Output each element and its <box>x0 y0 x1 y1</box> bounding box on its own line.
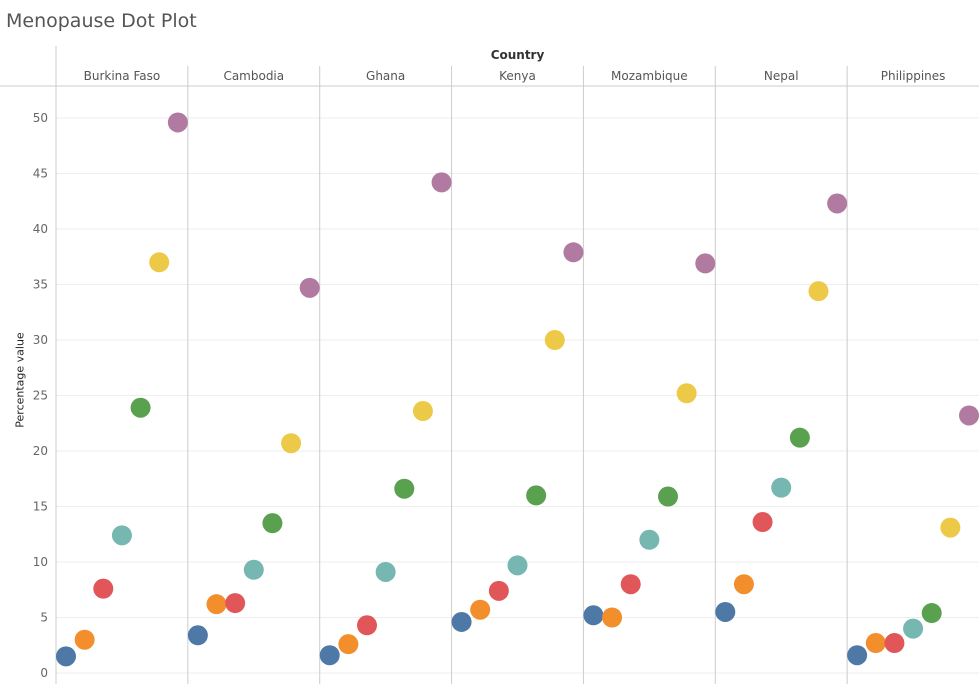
data-point <box>507 555 528 576</box>
data-point <box>74 629 95 650</box>
data-point <box>733 574 754 595</box>
data-point <box>488 580 509 601</box>
data-point <box>338 634 359 655</box>
data-point <box>676 383 697 404</box>
data-point <box>431 172 452 193</box>
y-tick-label: 40 <box>33 222 48 236</box>
country-label: Burkina Faso <box>84 69 161 83</box>
data-point <box>865 633 886 654</box>
country-label: Philippines <box>881 69 946 83</box>
data-point <box>375 561 396 582</box>
data-point <box>470 599 491 620</box>
data-point <box>771 477 792 498</box>
data-point <box>959 405 979 426</box>
data-point <box>394 478 415 499</box>
y-tick-label: 10 <box>33 555 48 569</box>
column-header: Country <box>490 48 545 62</box>
data-point <box>921 603 942 624</box>
data-point <box>752 512 773 533</box>
data-point <box>884 633 905 654</box>
data-point <box>639 529 660 550</box>
data-point <box>715 601 736 622</box>
data-point <box>243 559 264 580</box>
data-point <box>583 605 604 626</box>
data-point <box>225 593 246 614</box>
y-tick-label: 50 <box>33 111 48 125</box>
data-point <box>620 574 641 595</box>
data-point <box>149 252 170 273</box>
data-point <box>827 193 848 214</box>
data-point <box>526 485 547 506</box>
y-tick-label: 35 <box>33 278 48 292</box>
data-point <box>903 618 924 639</box>
data-point <box>412 401 433 422</box>
data-point <box>111 525 132 546</box>
data-point <box>299 277 320 298</box>
data-point <box>695 253 716 274</box>
data-point <box>357 615 377 636</box>
data-point <box>319 645 340 666</box>
data-point <box>940 517 961 538</box>
y-tick-label: 45 <box>33 167 48 181</box>
country-label: Nepal <box>764 69 799 83</box>
data-point <box>93 578 114 599</box>
data-point <box>789 427 810 448</box>
chart-title: Menopause Dot Plot <box>6 10 197 32</box>
data-point <box>130 397 151 418</box>
y-tick-label: 0 <box>40 666 48 680</box>
data-point <box>451 611 472 632</box>
y-tick-label: 15 <box>33 500 48 514</box>
y-tick-label: 25 <box>33 389 48 403</box>
data-point <box>808 281 829 302</box>
data-point <box>167 112 188 133</box>
y-tick-label: 5 <box>40 611 48 625</box>
data-point <box>187 625 208 646</box>
data-point <box>544 330 565 350</box>
country-label: Cambodia <box>223 69 284 83</box>
y-tick-label: 30 <box>33 333 48 347</box>
data-point <box>602 607 623 628</box>
country-label: Kenya <box>499 69 536 83</box>
data-point <box>281 433 302 454</box>
data-point <box>563 242 584 263</box>
data-point <box>847 645 868 666</box>
y-tick-label: 20 <box>33 444 48 458</box>
country-label: Ghana <box>366 69 405 83</box>
data-point <box>262 513 283 534</box>
data-point <box>658 486 678 507</box>
data-point <box>206 594 227 615</box>
data-point <box>56 646 76 667</box>
country-label: Mozambique <box>611 69 688 83</box>
